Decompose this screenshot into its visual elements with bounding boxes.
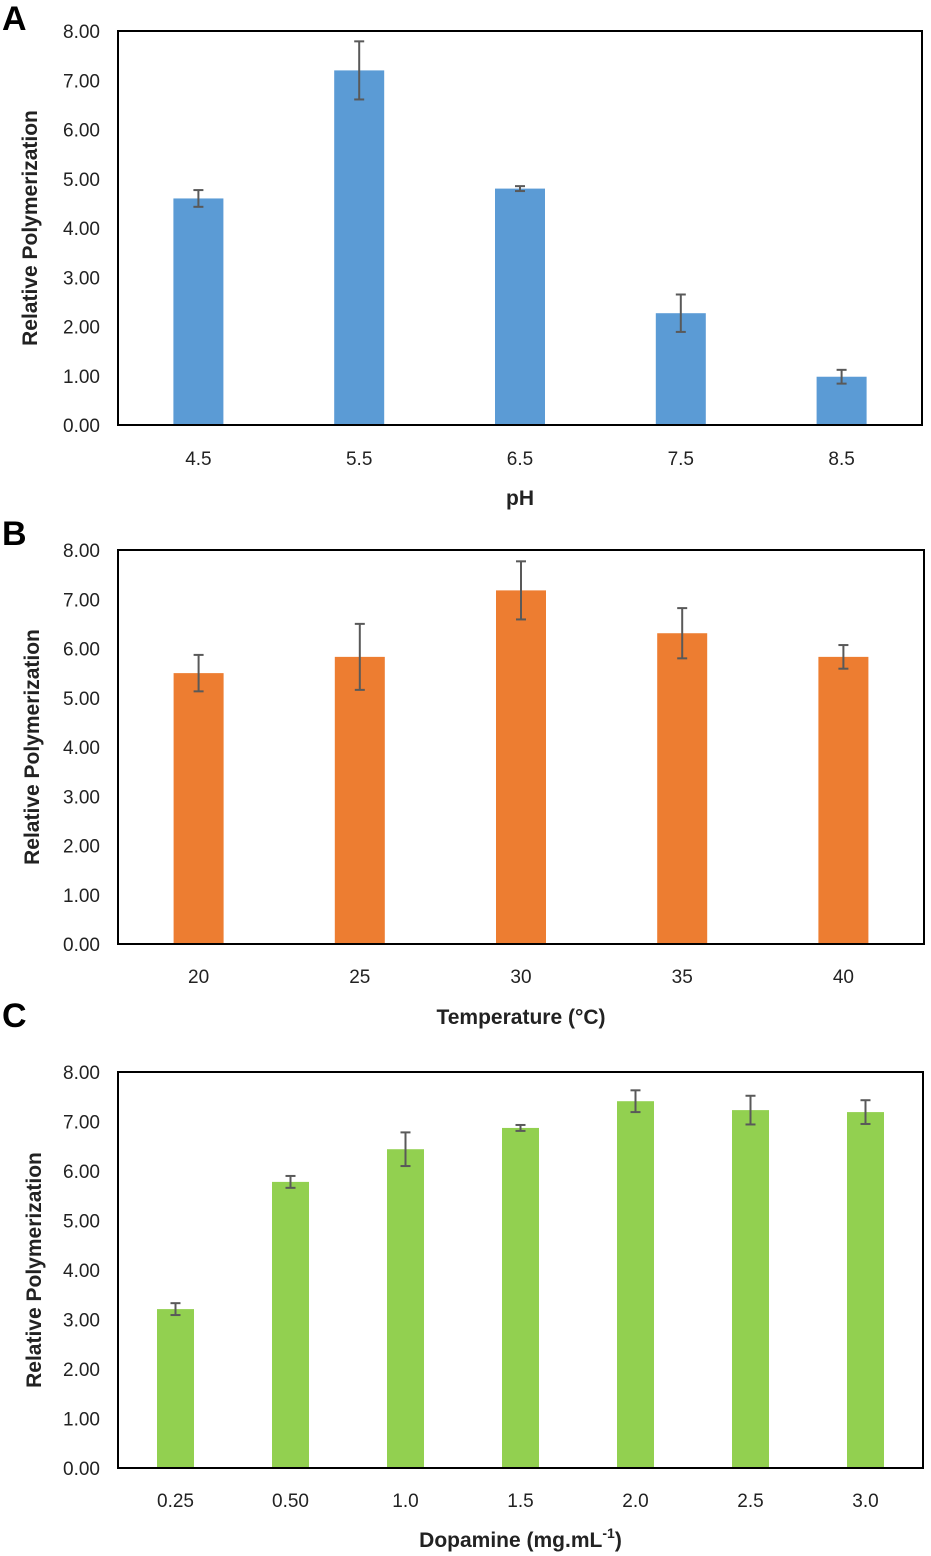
y-tick-label: 3.00 bbox=[63, 268, 100, 289]
y-tick-label: 8.00 bbox=[63, 541, 100, 562]
y-axis-title: Relative Polymerization bbox=[21, 629, 44, 865]
y-tick-label: 5.00 bbox=[63, 689, 100, 710]
bar bbox=[657, 633, 708, 944]
y-tick-label: 6.00 bbox=[63, 121, 100, 142]
y-axis-title: Relative Polymerization bbox=[23, 1152, 46, 1388]
x-tick-label: 20 bbox=[188, 967, 209, 988]
y-tick-label: 7.00 bbox=[63, 71, 100, 92]
bar bbox=[732, 1110, 769, 1468]
x-tick-label: 35 bbox=[672, 967, 693, 988]
plot-frame bbox=[117, 30, 923, 426]
x-tick-label: 0.25 bbox=[157, 1491, 194, 1512]
x-axis-title: Temperature (°C) bbox=[436, 1006, 605, 1029]
x-axis-title-text: Dopamine (mg.mL bbox=[419, 1529, 602, 1552]
y-tick-label: 3.00 bbox=[63, 787, 100, 808]
bar bbox=[617, 1101, 654, 1468]
bar bbox=[272, 1181, 309, 1468]
y-tick-label: 2.00 bbox=[63, 318, 100, 339]
x-axis-title-superscript: -1 bbox=[602, 1525, 615, 1541]
x-tick-label: 3.0 bbox=[852, 1491, 878, 1512]
x-tick-label: 8.5 bbox=[828, 449, 854, 470]
plot-frame bbox=[117, 1071, 924, 1469]
chart-panel-a: A 0.00 1.00 2.00 3.00 4.00 5.00 6.00 7.00 8.00 4.5… bbox=[2, 0, 923, 510]
y-axis-title: Relative Polymerization bbox=[19, 110, 42, 346]
x-tick-label: 40 bbox=[833, 967, 854, 988]
y-tick-label: 4.00 bbox=[63, 738, 100, 759]
x-axis-title: Dopamine (mg.mL-1) bbox=[419, 1525, 622, 1552]
bar bbox=[387, 1149, 424, 1468]
y-tick-label: 1.00 bbox=[63, 367, 100, 388]
chart-panel-c: C 0.00 1.00 2.00 3.00 4.00 5.00 6.00 7.00 8.00 0.2… bbox=[2, 997, 924, 1552]
y-tick-label: 5.00 bbox=[63, 1212, 100, 1233]
x-axis-title-text: Temperature (°C) bbox=[436, 1006, 605, 1029]
y-tick-label: 0.00 bbox=[63, 416, 100, 437]
y-tick-label: 7.00 bbox=[63, 590, 100, 611]
bar bbox=[157, 1309, 194, 1468]
y-tick-label: 0.00 bbox=[63, 1459, 100, 1480]
y-tick-label: 7.00 bbox=[63, 1113, 100, 1134]
x-tick-label: 2.5 bbox=[737, 1491, 763, 1512]
bar bbox=[496, 590, 546, 944]
x-tick-label: 5.5 bbox=[346, 449, 372, 470]
bar bbox=[173, 198, 224, 425]
y-tick-label: 8.00 bbox=[63, 22, 100, 43]
y-tick-label: 5.00 bbox=[63, 170, 100, 191]
x-tick-label: 0.50 bbox=[272, 1491, 309, 1512]
y-tick-label: 4.00 bbox=[63, 1261, 100, 1282]
x-tick-label: 1.0 bbox=[392, 1491, 418, 1512]
y-tick-label: 2.00 bbox=[63, 1360, 100, 1381]
y-tick-label: 8.00 bbox=[63, 1063, 100, 1084]
x-tick-label: 1.5 bbox=[507, 1491, 533, 1512]
y-tick-label: 2.00 bbox=[63, 837, 100, 858]
y-tick-label: 1.00 bbox=[63, 1410, 100, 1431]
x-tick-label: 7.5 bbox=[668, 449, 694, 470]
y-tick-label: 6.00 bbox=[63, 640, 100, 661]
x-tick-label: 25 bbox=[349, 967, 370, 988]
x-axis-title-end: ) bbox=[615, 1529, 622, 1552]
y-tick-label: 3.00 bbox=[63, 1311, 100, 1332]
bar bbox=[847, 1112, 884, 1468]
y-tick-label: 4.00 bbox=[63, 219, 100, 240]
bar bbox=[173, 673, 224, 944]
x-tick-label: 30 bbox=[510, 967, 531, 988]
chart-panel-b: B 0.00 1.00 2.00 3.00 4.00 5.00 6.00 7.00 8.00 20 2… bbox=[2, 515, 925, 1029]
x-tick-label: 4.5 bbox=[185, 449, 211, 470]
x-axis-title: pH bbox=[506, 487, 534, 510]
bar bbox=[334, 656, 385, 944]
y-tick-label: 6.00 bbox=[63, 1162, 100, 1183]
bar bbox=[502, 1127, 539, 1468]
panel-label: C bbox=[2, 997, 27, 1035]
y-tick-label: 1.00 bbox=[63, 886, 100, 907]
bar bbox=[334, 70, 385, 426]
panel-label: A bbox=[2, 0, 27, 38]
plot-frame bbox=[117, 549, 925, 945]
bar bbox=[818, 656, 869, 944]
bar bbox=[495, 188, 545, 425]
x-axis-title-text: pH bbox=[506, 487, 534, 510]
panel-label: B bbox=[2, 515, 27, 553]
x-tick-label: 6.5 bbox=[507, 449, 533, 470]
y-tick-label: 0.00 bbox=[63, 935, 100, 956]
x-tick-label: 2.0 bbox=[622, 1491, 648, 1512]
bar bbox=[816, 376, 867, 425]
